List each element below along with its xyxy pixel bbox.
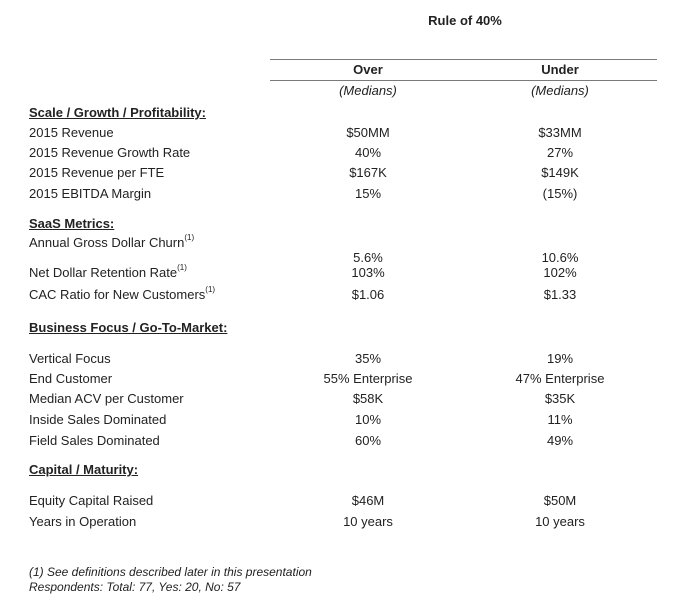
row-label: Median ACV per Customer	[29, 391, 184, 406]
row-label: 2015 Revenue Growth Rate	[29, 145, 191, 160]
row-label: Net Dollar Retention Rate	[29, 265, 178, 280]
section-title-business: Business Focus / Go-To-Market:	[29, 320, 228, 335]
row-label: Inside Sales Dominated	[29, 412, 167, 427]
row-label: End Customer	[29, 371, 113, 386]
value-over: $58K	[352, 391, 384, 406]
footnote-marker: (1)	[205, 285, 216, 294]
value-under: (15%)	[542, 186, 578, 201]
section-title-capital: Capital / Maturity:	[29, 462, 139, 477]
row-label-container: CAC Ratio for New Customers(1)	[29, 285, 216, 302]
row-label: Equity Capital Raised	[29, 493, 154, 508]
row-label-container: Annual Gross Dollar Churn(1)	[29, 233, 195, 250]
footnote-definitions: (1) See definitions described later in t…	[29, 565, 312, 579]
header-bottom-rule	[270, 80, 657, 81]
value-over: 35%	[354, 351, 382, 366]
value-over: $1.06	[351, 287, 385, 302]
footnote-marker: (1)	[177, 263, 187, 272]
footnote-respondents: Respondents: Total: 77, Yes: 20, No: 57	[29, 580, 241, 594]
column-header-under: Under	[541, 62, 579, 77]
header-top-rule	[270, 59, 657, 60]
value-under: 10 years	[535, 514, 585, 529]
value-under: 27%	[546, 145, 574, 160]
page-title: Rule of 40%	[428, 13, 502, 28]
footnote-marker: (1)	[184, 233, 195, 242]
value-under: $33MM	[538, 125, 582, 140]
value-over: $50MM	[346, 125, 390, 140]
column-subheader-under: (Medians)	[531, 83, 589, 98]
value-over: $46M	[351, 493, 385, 508]
row-label: Vertical Focus	[29, 351, 111, 366]
row-label: CAC Ratio for New Customers	[29, 287, 206, 302]
value-under: 11%	[547, 412, 573, 427]
value-over: 55% Enterprise	[323, 371, 413, 386]
value-over: $167K	[349, 165, 387, 180]
row-label: 2015 EBITDA Margin	[29, 186, 152, 201]
value-under: $35K	[544, 391, 576, 406]
row-label-container: Net Dollar Retention Rate(1)	[29, 263, 187, 280]
section-title-scale: Scale / Growth / Profitability:	[29, 105, 206, 120]
value-under: $1.33	[543, 287, 577, 302]
value-over: 5.6%	[353, 250, 383, 265]
value-under: $50M	[543, 493, 577, 508]
section-title-saas: SaaS Metrics:	[29, 216, 115, 231]
value-under: 49%	[546, 433, 574, 448]
row-label: Field Sales Dominated	[29, 433, 160, 448]
row-label: Annual Gross Dollar Churn	[29, 235, 185, 250]
column-header-over: Over	[353, 62, 383, 77]
column-subheader-over: (Medians)	[339, 83, 397, 98]
value-over: 15%	[354, 186, 382, 201]
value-under: 10.6%	[541, 250, 579, 265]
row-label: Years in Operation	[29, 514, 137, 529]
value-under: 19%	[546, 351, 574, 366]
row-label: 2015 Revenue per FTE	[29, 165, 165, 180]
row-label: 2015 Revenue	[29, 125, 114, 140]
value-over: 103%	[351, 265, 385, 280]
value-under: 102%	[543, 265, 577, 280]
value-over: 40%	[354, 145, 382, 160]
value-over: 10%	[354, 412, 382, 427]
value-under: $149K	[541, 165, 579, 180]
value-over: 10 years	[343, 514, 393, 529]
value-over: 60%	[354, 433, 382, 448]
value-under: 47% Enterprise	[515, 371, 605, 386]
